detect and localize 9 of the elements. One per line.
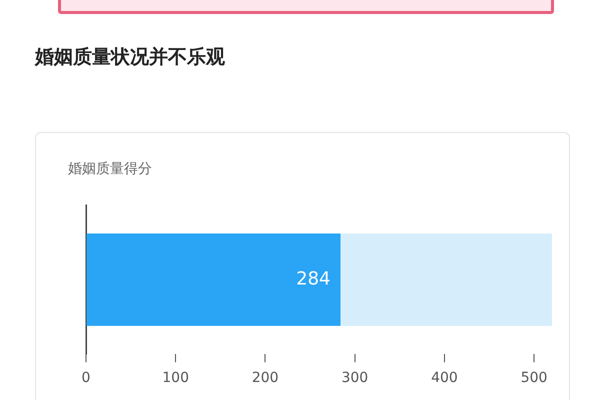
x-tick-label: 500 <box>520 370 548 386</box>
data-label: 284 <box>296 268 331 290</box>
chart-subtitle: 婚姻质量得分 <box>68 160 152 178</box>
x-tick-label: 300 <box>341 370 368 386</box>
x-tick-label: 400 <box>431 370 458 386</box>
chart-title: 婚姻质量状况并不乐观 <box>35 45 225 70</box>
x-tick-label: 100 <box>162 370 189 386</box>
x-tick-label: 0 <box>82 370 90 386</box>
x-tick-label: 200 <box>252 370 279 386</box>
